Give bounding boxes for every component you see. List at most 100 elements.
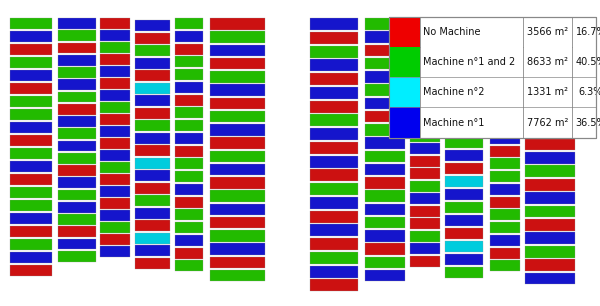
Bar — [525, 179, 575, 191]
Bar — [445, 189, 483, 200]
Bar — [58, 79, 96, 90]
Bar — [310, 87, 358, 99]
Bar — [135, 95, 170, 106]
Bar — [210, 230, 265, 242]
Bar — [365, 164, 405, 175]
Bar — [10, 135, 52, 147]
Bar — [310, 266, 358, 278]
Bar — [490, 107, 520, 118]
Bar — [445, 241, 483, 252]
Bar — [100, 30, 130, 41]
Bar — [410, 168, 440, 179]
Bar — [310, 155, 358, 168]
Bar — [175, 235, 203, 246]
Bar — [175, 31, 203, 42]
Bar — [100, 114, 130, 125]
Bar — [58, 238, 96, 249]
Bar — [410, 243, 440, 254]
Bar — [175, 18, 203, 29]
Bar — [445, 150, 483, 162]
Bar — [58, 177, 96, 188]
Bar — [490, 18, 520, 29]
Bar — [410, 18, 440, 29]
Text: No Machine: No Machine — [423, 27, 481, 37]
Bar — [365, 31, 405, 43]
Bar — [410, 55, 440, 66]
Bar — [135, 182, 170, 193]
Text: 36.5%: 36.5% — [575, 118, 600, 128]
Bar — [365, 243, 405, 255]
Bar — [58, 140, 96, 151]
Bar — [310, 169, 358, 181]
Bar — [10, 239, 52, 250]
Bar — [10, 265, 52, 276]
Bar — [175, 171, 203, 182]
Bar — [389, 17, 596, 138]
Bar — [175, 222, 203, 233]
Bar — [58, 251, 96, 262]
Bar — [389, 47, 420, 77]
Bar — [365, 256, 405, 268]
Bar — [100, 138, 130, 148]
Bar — [490, 235, 520, 246]
Bar — [310, 59, 358, 71]
Bar — [210, 58, 265, 69]
Bar — [410, 143, 440, 154]
Bar — [135, 170, 170, 181]
Bar — [310, 114, 358, 126]
Bar — [445, 254, 483, 265]
Bar — [10, 213, 52, 224]
Bar — [175, 95, 203, 106]
Bar — [175, 43, 203, 55]
Bar — [389, 17, 596, 138]
Bar — [445, 163, 483, 174]
Bar — [175, 82, 203, 93]
Bar — [135, 220, 170, 231]
Bar — [365, 217, 405, 228]
Bar — [100, 102, 130, 113]
Bar — [310, 279, 358, 291]
Bar — [175, 145, 203, 157]
Bar — [410, 218, 440, 229]
Bar — [490, 158, 520, 170]
Bar — [310, 252, 358, 264]
Bar — [445, 46, 483, 58]
Text: 6.3%: 6.3% — [579, 88, 600, 97]
Bar — [490, 209, 520, 220]
Bar — [310, 224, 358, 236]
Text: Machine n°1 and 2: Machine n°1 and 2 — [423, 57, 515, 67]
Bar — [210, 111, 265, 122]
Bar — [490, 222, 520, 233]
Bar — [135, 32, 170, 43]
Bar — [525, 99, 575, 110]
Bar — [175, 69, 203, 80]
Bar — [175, 158, 203, 170]
Bar — [100, 198, 130, 209]
Bar — [175, 133, 203, 144]
Bar — [135, 120, 170, 131]
Bar — [490, 31, 520, 42]
Bar — [58, 104, 96, 114]
Bar — [410, 93, 440, 104]
Bar — [100, 174, 130, 185]
Bar — [10, 187, 52, 198]
Bar — [445, 59, 483, 70]
Bar — [365, 71, 405, 83]
Bar — [58, 43, 96, 53]
Bar — [490, 120, 520, 131]
Bar — [525, 192, 575, 204]
Bar — [100, 222, 130, 233]
Bar — [210, 18, 265, 30]
Bar — [310, 46, 358, 58]
Bar — [365, 98, 405, 109]
Bar — [365, 137, 405, 149]
Bar — [100, 18, 130, 28]
Bar — [389, 77, 420, 107]
Bar — [58, 153, 96, 163]
Bar — [310, 100, 358, 113]
Bar — [210, 31, 265, 43]
Bar — [175, 248, 203, 259]
Bar — [365, 84, 405, 96]
Bar — [365, 111, 405, 122]
Text: 1331 m²: 1331 m² — [527, 88, 568, 97]
